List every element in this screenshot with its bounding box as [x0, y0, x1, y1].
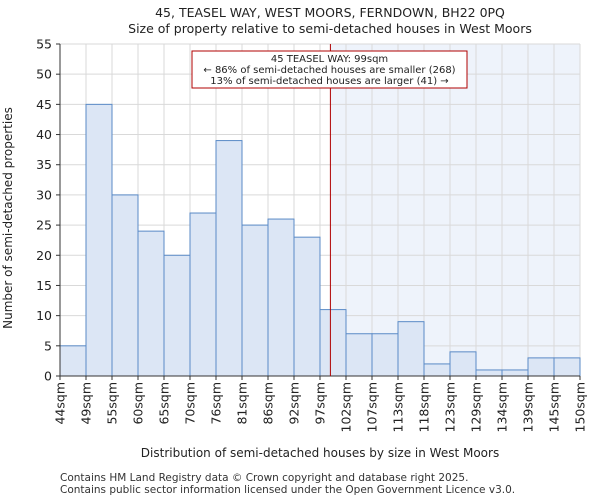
y-tick-label: 5: [44, 338, 52, 353]
bar: [345, 333, 373, 377]
y-tick-label: 0: [44, 369, 52, 384]
bar: [189, 212, 217, 377]
y-tick-label: 50: [36, 67, 52, 82]
x-tick-label: 86sqm: [261, 382, 276, 425]
bar: [475, 369, 503, 377]
x-tick-label: 113sqm: [391, 382, 406, 432]
x-tick-label: 70sqm: [183, 382, 198, 425]
bar: [85, 103, 113, 377]
annotation-box: 45 TEASEL WAY: 99sqm← 86% of semi-detach…: [191, 50, 468, 89]
bar: [397, 321, 425, 377]
y-tick-label: 45: [36, 97, 52, 112]
bar: [241, 224, 269, 377]
y-tick-label: 25: [36, 218, 52, 233]
bar: [111, 194, 139, 377]
footer-licence: Contains public sector information licen…: [60, 484, 516, 496]
x-tick-label: 55sqm: [105, 382, 120, 425]
x-tick-label: 150sqm: [573, 382, 588, 432]
y-tick-label: 15: [36, 278, 52, 293]
bar: [553, 357, 581, 377]
annotation-line: 13% of semi-detached houses are larger (…: [210, 76, 448, 87]
y-tick-label: 55: [36, 37, 52, 52]
bar: [215, 140, 243, 377]
x-tick-label: 134sqm: [495, 382, 510, 432]
y-tick-label: 40: [36, 127, 52, 142]
y-tick-labels: 0 5 10 15 20 25 30 35 40 45 50 55: [36, 37, 60, 384]
x-tick-label: 81sqm: [235, 382, 250, 425]
x-tick-label: 60sqm: [131, 382, 146, 425]
x-tick-label: 107sqm: [365, 382, 380, 432]
y-tick-label: 10: [36, 308, 52, 323]
bar: [423, 363, 451, 377]
bar: [163, 254, 191, 377]
x-tick-label: 102sqm: [339, 382, 354, 432]
x-tick-label: 76sqm: [209, 382, 224, 425]
bar: [137, 230, 165, 377]
x-tick-label: 118sqm: [417, 382, 432, 432]
x-tick-label: 97sqm: [313, 382, 328, 425]
x-tick-label: 145sqm: [547, 382, 562, 432]
y-tick-label: 20: [36, 248, 52, 263]
x-tick-label: 44sqm: [53, 382, 68, 425]
annotation-line: 45 TEASEL WAY: 99sqm: [271, 54, 388, 65]
larger-region: [330, 44, 580, 376]
bar: [319, 309, 347, 377]
x-tick-label: 65sqm: [157, 382, 172, 425]
x-tick-labels: 44sqm 49sqm 55sqm 60sqm 65sqm 70sqm 76sqm 81sqm…: [53, 376, 588, 432]
x-axis-label: Distribution of semi-detached houses by …: [141, 446, 499, 460]
x-tick-label: 49sqm: [79, 382, 94, 425]
x-tick-label: 92sqm: [287, 382, 302, 425]
bar: [293, 236, 321, 377]
bar: [449, 351, 477, 377]
chart-title: 45, TEASEL WAY, WEST MOORS, FERNDOWN, BH…: [155, 5, 505, 20]
annotation-line: ← 86% of semi-detached houses are smalle…: [203, 65, 455, 76]
highlight-region: [330, 44, 580, 376]
y-tick-label: 30: [36, 187, 52, 202]
y-axis-label: Number of semi-detached properties: [1, 107, 15, 329]
x-tick-label: 123sqm: [443, 382, 458, 432]
bars: [59, 103, 581, 377]
bar: [527, 357, 555, 377]
chart-subtitle: Size of property relative to semi-detach…: [128, 21, 532, 36]
bar: [501, 369, 529, 377]
annotation-frame: [191, 50, 468, 89]
bar: [267, 218, 295, 377]
bar: [371, 333, 399, 377]
bar: [59, 345, 87, 377]
footer-copyright: Contains HM Land Registry data © Crown c…: [60, 472, 469, 484]
x-tick-label: 139sqm: [521, 382, 536, 432]
x-tick-label: 129sqm: [469, 382, 484, 432]
y-tick-label: 35: [36, 157, 52, 172]
